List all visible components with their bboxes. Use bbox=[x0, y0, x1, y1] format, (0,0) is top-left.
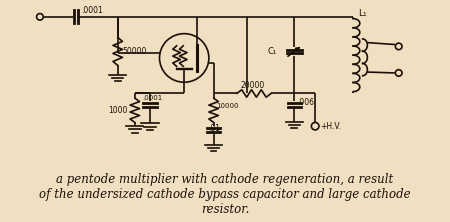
Text: .006: .006 bbox=[297, 98, 314, 107]
Text: 50000: 50000 bbox=[122, 47, 147, 56]
Text: C₁: C₁ bbox=[268, 47, 277, 56]
Text: +H.V.: +H.V. bbox=[320, 122, 341, 131]
Text: 10000: 10000 bbox=[216, 103, 239, 109]
Text: L₁: L₁ bbox=[358, 9, 366, 18]
Text: .01: .01 bbox=[208, 124, 220, 133]
Text: .0001: .0001 bbox=[142, 95, 162, 101]
Text: a pentode multiplier with cathode regeneration, a result
of the undersized catho: a pentode multiplier with cathode regene… bbox=[39, 173, 411, 216]
Text: 20000: 20000 bbox=[241, 81, 265, 91]
Text: 1000: 1000 bbox=[108, 106, 128, 115]
Text: .0001: .0001 bbox=[81, 6, 103, 15]
